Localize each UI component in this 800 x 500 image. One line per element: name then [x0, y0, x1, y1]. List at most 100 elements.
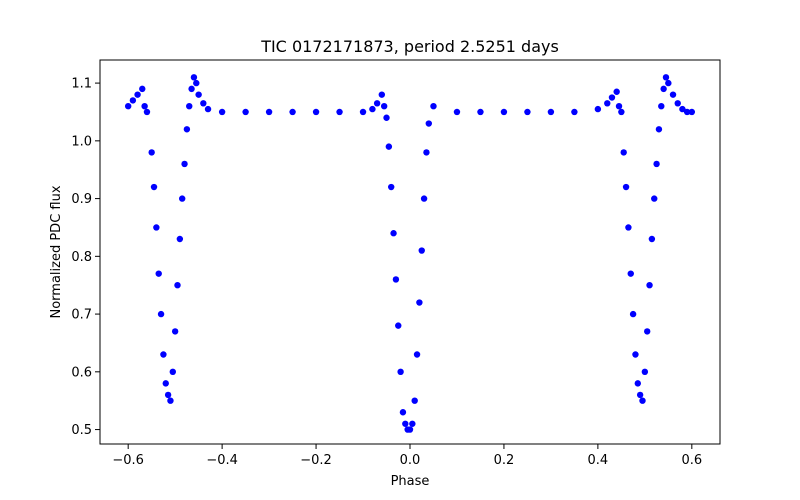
y-tick-label: 0.6	[71, 365, 92, 380]
data-point	[176, 235, 184, 243]
x-tick-label: 0.4	[588, 453, 609, 468]
data-point	[204, 105, 212, 113]
data-point	[174, 282, 181, 289]
data-point	[380, 103, 388, 110]
data-point	[143, 108, 151, 116]
data-point	[688, 108, 696, 116]
y-axis: 0.5 0.6 0.7 0.8 0.9 1.0 1.1	[71, 77, 100, 438]
y-axis-label: Normalized PDC flux	[49, 185, 64, 318]
data-point	[373, 100, 381, 107]
data-point	[644, 328, 651, 335]
data-point	[179, 195, 186, 202]
data-point	[571, 108, 578, 116]
data-point	[390, 230, 397, 237]
data-point	[200, 100, 207, 107]
data-point	[402, 420, 409, 427]
data-point	[660, 85, 667, 93]
data-point	[615, 103, 623, 110]
x-tick-label: 0.6	[681, 453, 702, 468]
data-point	[188, 85, 195, 93]
data-point	[336, 108, 343, 116]
chart-title: TIC 0172171873, period 2.5251 days	[260, 37, 559, 56]
data-point	[242, 108, 249, 116]
data-point	[411, 397, 418, 404]
data-point	[425, 120, 432, 127]
data-point	[148, 149, 155, 156]
data-point	[430, 103, 437, 110]
data-point	[669, 91, 677, 98]
data-point	[193, 79, 200, 87]
data-point	[646, 282, 653, 289]
data-point	[406, 426, 414, 433]
data-point	[662, 74, 670, 81]
data-point	[655, 126, 663, 133]
data-point	[395, 322, 402, 329]
data-point	[312, 108, 320, 116]
data-point	[183, 126, 191, 133]
x-tick-label: 0.0	[400, 453, 421, 468]
data-point	[679, 105, 686, 113]
y-tick-label: 0.7	[71, 308, 92, 323]
y-tick-label: 0.5	[71, 423, 92, 438]
data-point	[641, 368, 649, 376]
data-point	[625, 224, 632, 231]
data-point	[190, 74, 198, 81]
data-point	[613, 88, 620, 95]
data-point	[169, 368, 176, 376]
data-point	[186, 103, 193, 110]
data-point	[134, 91, 141, 98]
data-point	[629, 310, 637, 318]
data-point	[399, 409, 407, 416]
data-point	[665, 79, 672, 87]
data-point	[409, 420, 416, 427]
data-point	[413, 351, 421, 358]
data-point	[378, 91, 386, 98]
data-point	[155, 270, 162, 277]
data-point	[369, 105, 376, 113]
data-point	[674, 100, 681, 107]
data-point	[658, 103, 665, 110]
data-point	[150, 183, 158, 191]
y-tick-label: 0.8	[71, 250, 92, 265]
data-point	[385, 143, 393, 150]
data-point	[653, 160, 660, 168]
data-point	[651, 195, 658, 202]
data-point	[359, 108, 367, 116]
y-tick-label: 1.0	[71, 134, 92, 149]
data-point	[164, 391, 172, 399]
y-tick-label: 1.1	[71, 77, 92, 92]
x-tick-label: 0.2	[494, 453, 515, 468]
data-point	[634, 380, 641, 387]
data-point	[618, 108, 625, 116]
data-point	[547, 108, 555, 116]
data-point	[124, 103, 132, 110]
data-point	[265, 108, 273, 116]
data-point	[153, 224, 160, 231]
data-point	[157, 310, 165, 318]
x-tick-label: −0.4	[206, 453, 238, 468]
data-point	[162, 380, 169, 387]
data-point	[524, 108, 531, 116]
x-axis: −0.6 −0.4 −0.2 0.0 0.2 0.4 0.6	[112, 444, 702, 468]
data-point	[383, 114, 390, 121]
y-tick-label: 0.9	[71, 192, 92, 207]
data-point	[195, 91, 202, 98]
data-point	[594, 105, 602, 113]
data-point	[683, 108, 691, 116]
data-point	[392, 276, 400, 283]
x-tick-label: −0.2	[300, 453, 332, 468]
data-point	[416, 299, 423, 306]
data-point	[608, 94, 616, 101]
data-point	[160, 351, 167, 358]
data-point	[639, 397, 646, 404]
data-point	[418, 247, 425, 254]
data-point	[632, 351, 639, 358]
data-point	[218, 108, 226, 116]
data-point	[171, 328, 179, 335]
data-point	[636, 391, 644, 399]
data-point	[453, 108, 461, 116]
x-tick-label: −0.6	[112, 453, 144, 468]
data-point	[141, 103, 148, 110]
data-point	[477, 108, 484, 116]
data-point	[627, 270, 634, 277]
